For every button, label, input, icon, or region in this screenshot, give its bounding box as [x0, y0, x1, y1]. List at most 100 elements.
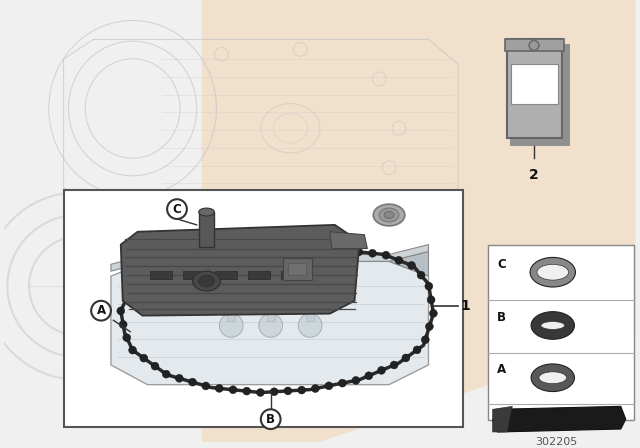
Bar [227, 286, 235, 320]
Circle shape [352, 376, 360, 384]
Circle shape [129, 282, 136, 290]
Circle shape [189, 378, 196, 386]
Text: C: C [497, 258, 506, 271]
Circle shape [204, 251, 212, 259]
Bar [510, 138, 570, 146]
Circle shape [425, 282, 433, 290]
Circle shape [190, 253, 198, 261]
Polygon shape [111, 261, 429, 385]
Circle shape [119, 320, 127, 328]
Circle shape [272, 245, 280, 253]
Bar [267, 286, 275, 320]
Circle shape [312, 384, 319, 392]
Bar [488, 245, 634, 420]
Ellipse shape [379, 208, 399, 222]
Ellipse shape [193, 271, 220, 291]
Circle shape [355, 248, 363, 256]
Circle shape [408, 262, 415, 269]
Ellipse shape [384, 211, 394, 219]
Bar [508, 39, 562, 138]
Circle shape [151, 266, 159, 274]
Bar [216, 271, 237, 279]
Text: 1: 1 [460, 299, 470, 313]
Polygon shape [493, 406, 513, 432]
Ellipse shape [539, 372, 566, 383]
Circle shape [259, 246, 266, 254]
Bar [562, 44, 570, 143]
Circle shape [259, 314, 282, 337]
Circle shape [300, 245, 308, 253]
Circle shape [163, 370, 170, 378]
Bar [192, 192, 211, 210]
Bar [248, 271, 269, 279]
Bar [379, 192, 399, 210]
Polygon shape [389, 251, 429, 276]
Text: C: C [173, 202, 181, 215]
Circle shape [123, 294, 131, 302]
Bar [183, 271, 205, 279]
Circle shape [220, 314, 243, 337]
Bar [506, 39, 564, 51]
Circle shape [175, 375, 183, 382]
Circle shape [284, 387, 292, 395]
Bar [289, 263, 306, 275]
Circle shape [421, 336, 429, 344]
Ellipse shape [531, 312, 575, 339]
Bar [282, 258, 312, 280]
Ellipse shape [530, 258, 575, 287]
Bar [150, 271, 172, 279]
Circle shape [413, 346, 421, 354]
Circle shape [382, 251, 390, 259]
Bar [251, 192, 271, 210]
Circle shape [427, 296, 435, 304]
Text: A: A [497, 363, 506, 376]
Circle shape [426, 323, 433, 331]
Circle shape [402, 354, 410, 362]
Text: 302205: 302205 [536, 437, 578, 447]
Circle shape [325, 382, 333, 390]
Bar [63, 190, 463, 427]
Text: B: B [497, 311, 506, 324]
Ellipse shape [198, 208, 214, 216]
Circle shape [218, 249, 225, 257]
Ellipse shape [537, 264, 568, 280]
Circle shape [327, 246, 335, 254]
Ellipse shape [531, 364, 575, 392]
Circle shape [298, 386, 306, 394]
Bar [320, 192, 340, 210]
Circle shape [286, 245, 294, 253]
Circle shape [529, 40, 539, 50]
Circle shape [339, 379, 346, 387]
Polygon shape [330, 232, 367, 249]
Bar [143, 192, 162, 210]
Circle shape [177, 257, 185, 264]
Circle shape [123, 334, 131, 342]
Circle shape [417, 271, 425, 279]
Polygon shape [493, 406, 626, 432]
Bar [280, 271, 302, 279]
Circle shape [369, 250, 376, 257]
Text: 2: 2 [529, 168, 539, 182]
Circle shape [151, 362, 159, 370]
Text: B: B [266, 413, 275, 426]
Circle shape [429, 310, 437, 317]
Polygon shape [111, 245, 429, 271]
Ellipse shape [541, 322, 564, 329]
Text: A: A [97, 304, 106, 317]
Circle shape [129, 346, 136, 354]
Circle shape [298, 314, 322, 337]
Circle shape [390, 361, 398, 369]
Circle shape [243, 387, 251, 395]
Circle shape [341, 246, 349, 254]
Bar [198, 212, 214, 246]
Polygon shape [121, 225, 360, 315]
Circle shape [378, 366, 385, 375]
Polygon shape [202, 0, 636, 442]
Circle shape [164, 261, 172, 269]
Circle shape [91, 301, 111, 320]
Circle shape [167, 199, 187, 219]
Circle shape [229, 386, 237, 394]
Ellipse shape [373, 204, 405, 226]
Circle shape [231, 247, 239, 255]
Circle shape [215, 384, 223, 392]
